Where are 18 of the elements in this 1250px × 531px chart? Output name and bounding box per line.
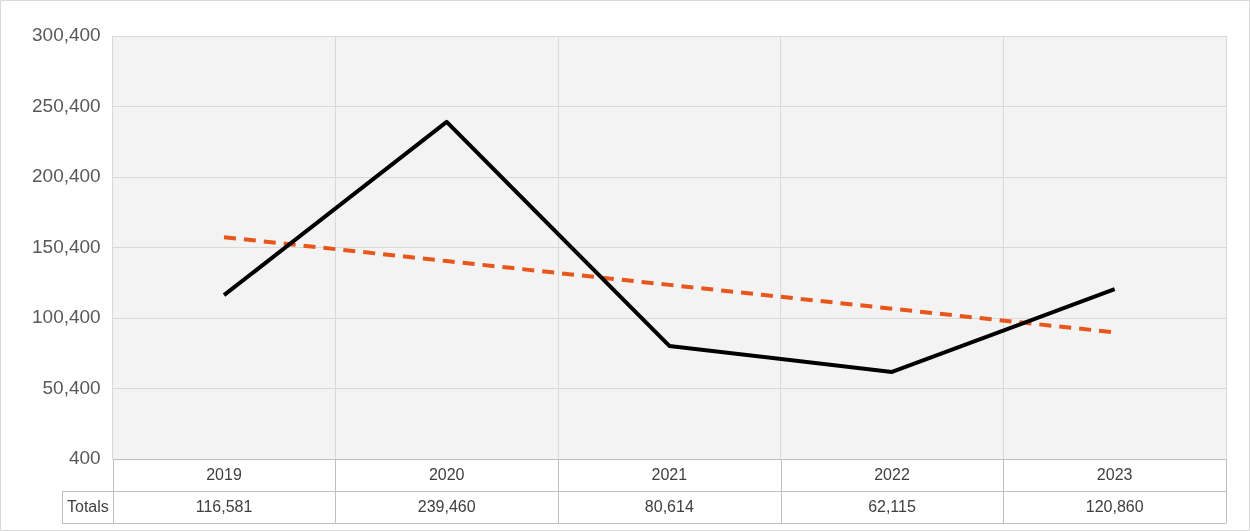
x-tick-label: 2021: [651, 466, 688, 484]
text: Totals: [67, 498, 109, 516]
data-label: 120,860: [1085, 498, 1144, 516]
data-label: 80,614: [644, 498, 694, 516]
y-tick-label: 150,400: [31, 235, 101, 257]
y-tick-label: 250,400: [31, 94, 101, 116]
x-tick-label: 2023: [1096, 466, 1133, 484]
x-tick-label: 2019: [206, 466, 242, 484]
x-tick-label: 2020: [428, 466, 465, 484]
y-tick-label: 400: [68, 447, 101, 469]
y-tick-label: 50,400: [42, 376, 101, 398]
data-label: 239,460: [417, 498, 476, 516]
data-label: 116,581: [195, 498, 253, 516]
x-tick-label: 2022: [874, 466, 910, 484]
data-label: 62,115: [868, 498, 916, 516]
y-tick-label: 300,400: [31, 24, 101, 46]
y-tick-label: 200,400: [31, 165, 101, 187]
y-tick-label: 100,400: [31, 306, 101, 328]
